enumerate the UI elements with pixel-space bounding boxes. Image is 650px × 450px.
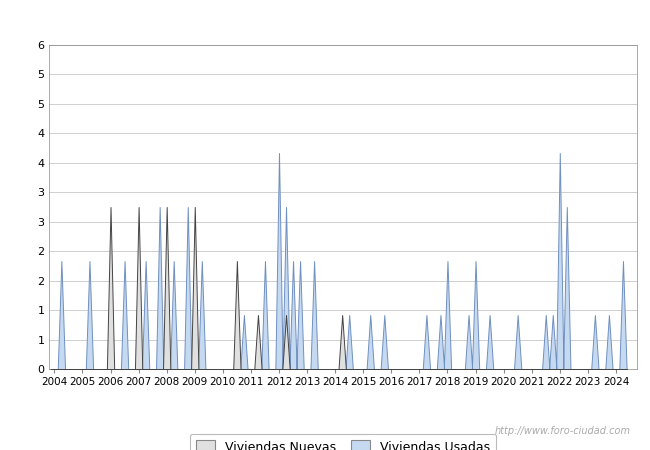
Text: http://www.foro-ciudad.com: http://www.foro-ciudad.com <box>495 427 630 436</box>
Text: Santiago Millas - Evolucion del Nº de Transacciones Inmobiliarias: Santiago Millas - Evolucion del Nº de Tr… <box>87 11 563 26</box>
Legend: Viviendas Nuevas, Viviendas Usadas: Viviendas Nuevas, Viviendas Usadas <box>190 434 496 450</box>
